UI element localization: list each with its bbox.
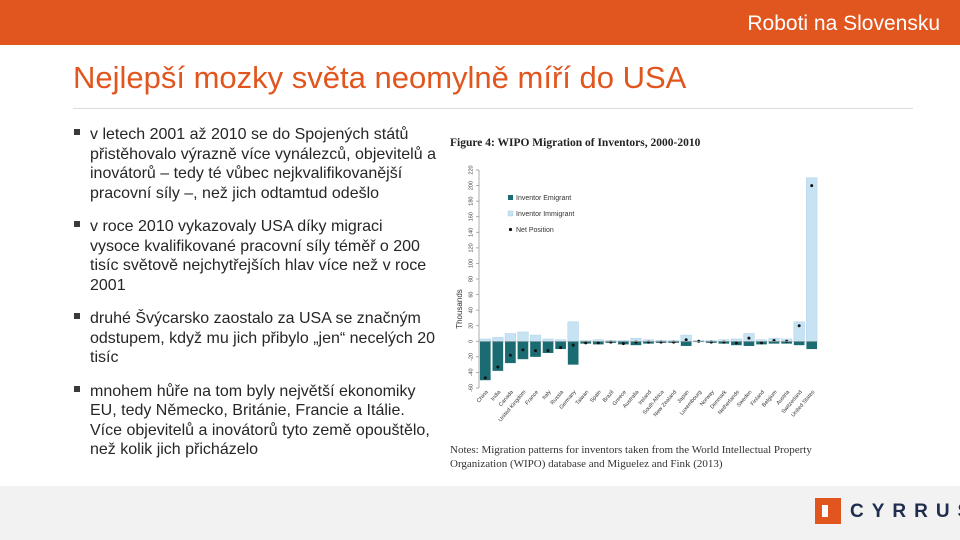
net-position-point	[797, 324, 801, 328]
emigrant-bar	[743, 341, 755, 346]
net-position-point	[747, 336, 751, 340]
bullet-square-icon	[74, 129, 80, 135]
bullet-text: druhé Švýcarsko zaostalo za USA se značn…	[90, 310, 436, 366]
bullet-square-icon	[74, 313, 80, 319]
net-position-point	[508, 353, 512, 357]
net-position-point	[546, 349, 550, 353]
legend-swatch	[508, 227, 513, 232]
emigrant-bar	[806, 341, 818, 350]
emigrant-bar	[555, 341, 566, 350]
y-tick-label: 100	[468, 259, 474, 268]
emigrant-bar	[530, 341, 541, 357]
y-tick-label: 140	[468, 228, 474, 237]
slide-title: Nejlepší mozky světa neomylně míří do US…	[73, 60, 687, 95]
legend-label: Inventor Immigrant	[516, 211, 574, 218]
bullet-text: v letech 2001 až 2010 se do Spojených st…	[90, 126, 436, 202]
immigrant-bar	[730, 338, 742, 342]
immigrant-bar	[806, 177, 818, 342]
presentation-title: Roboti na Slovensku	[747, 12, 940, 35]
logo-text: CYRRUS	[850, 501, 960, 522]
immigrant-bar	[492, 337, 504, 342]
bullet-list: v letech 2001 až 2010 se do Spojených st…	[74, 125, 436, 474]
legend-label: Net Position	[516, 227, 554, 234]
net-position-point	[496, 365, 500, 369]
title-divider	[73, 108, 913, 109]
net-position-point	[534, 349, 537, 353]
immigrant-bar	[542, 338, 554, 342]
y-axis-title: Thousands	[455, 289, 464, 329]
emigrant-bar	[542, 341, 554, 353]
net-position-point	[559, 346, 563, 350]
y-tick-label: 200	[468, 181, 474, 190]
cyrrus-logo: CYRRUS	[815, 498, 960, 528]
emigrant-bar	[793, 341, 805, 346]
x-tick-label: Taiwan	[575, 389, 591, 406]
net-position-point	[760, 341, 763, 345]
net-position-point	[621, 342, 625, 346]
bullet-item: v roce 2010 vykazovaly USA díky migraci …	[74, 217, 436, 295]
y-tick-label: 60	[468, 292, 474, 298]
y-tick-label: -60	[468, 384, 474, 392]
immigrant-bar	[479, 338, 491, 342]
net-position-point	[584, 341, 588, 345]
bullet-item: mnohem hůře na tom byly největší ekonomi…	[74, 382, 436, 460]
net-position-point	[571, 343, 575, 347]
bullet-item: v letech 2001 až 2010 se do Spojených st…	[74, 125, 436, 203]
y-tick-label: 20	[468, 323, 474, 329]
x-tick-label: France	[524, 389, 540, 406]
bullet-text: mnohem hůře na tom byly největší ekonomi…	[90, 382, 430, 459]
net-position-point	[596, 341, 600, 345]
net-position-point	[810, 184, 814, 188]
y-tick-label: 220	[468, 165, 474, 174]
immigrant-bar	[529, 334, 542, 342]
bullet-square-icon	[74, 385, 80, 392]
net-position-point	[684, 338, 688, 342]
emigrant-bar	[492, 341, 504, 371]
emigrant-bar	[567, 341, 579, 365]
y-tick-label: 0	[468, 340, 474, 343]
migration-figure: Figure 4: WIPO Migration of Inventors, 2…	[446, 130, 846, 470]
top-bar: Roboti na Slovensku	[0, 0, 960, 45]
y-tick-label: 160	[468, 212, 474, 221]
immigrant-bar	[504, 333, 516, 342]
immigrant-bar	[567, 321, 579, 342]
y-tick-label: -20	[468, 353, 474, 361]
y-tick-label: -40	[468, 368, 474, 376]
x-tick-label: Italy	[542, 389, 553, 401]
net-position-point	[734, 341, 738, 345]
figure-title: Figure 4: WIPO Migration of Inventors, 2…	[450, 137, 701, 149]
y-tick-label: 80	[468, 276, 474, 282]
y-tick-label: 40	[468, 307, 474, 313]
bullet-text: v roce 2010 vykazovaly USA díky migraci …	[90, 218, 427, 294]
figure-notes: Notes: Migration patterns for inventors …	[450, 444, 812, 470]
logo-mark-icon	[815, 498, 841, 524]
migration-chart: -60 -40 -20 0 20 40 60 80 100 120 140 160 180 200 220 T…	[455, 165, 818, 423]
emigrant-bar	[505, 341, 516, 364]
x-tick-label: Spain	[589, 389, 603, 404]
net-position-point	[483, 376, 487, 380]
x-tick-label: China	[476, 389, 490, 405]
bullet-item: druhé Švýcarsko zaostalo za USA se značn…	[74, 309, 436, 368]
y-tick-label: 120	[468, 243, 474, 252]
net-position-point	[521, 348, 525, 352]
legend-swatch	[508, 195, 513, 200]
y-tick-label: 180	[468, 197, 474, 206]
bullet-square-icon	[74, 221, 80, 227]
legend-swatch	[507, 210, 514, 217]
emigrant-bar	[680, 341, 692, 346]
immigrant-bar	[517, 331, 529, 342]
emigrant-bar	[768, 341, 780, 344]
legend-label: Inventor Emigrant	[516, 195, 571, 202]
emigrant-bar	[479, 341, 491, 381]
footer-band	[0, 486, 960, 540]
